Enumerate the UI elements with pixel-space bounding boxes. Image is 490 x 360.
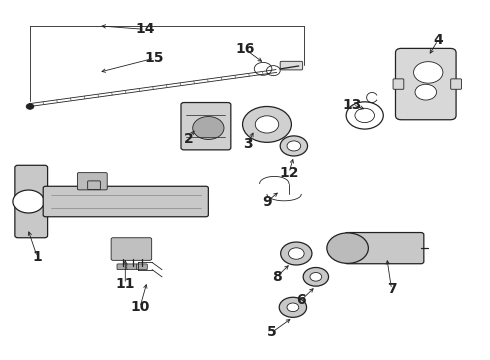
Text: 11: 11: [116, 277, 135, 291]
Text: 13: 13: [343, 98, 362, 112]
Circle shape: [255, 116, 279, 133]
Circle shape: [303, 267, 329, 286]
Text: 6: 6: [296, 293, 306, 307]
Circle shape: [327, 233, 368, 264]
Circle shape: [415, 84, 437, 100]
Circle shape: [287, 303, 299, 312]
Circle shape: [289, 248, 304, 259]
FancyBboxPatch shape: [451, 79, 462, 89]
FancyBboxPatch shape: [43, 186, 208, 217]
Circle shape: [287, 141, 301, 151]
FancyBboxPatch shape: [344, 233, 424, 264]
FancyBboxPatch shape: [395, 48, 456, 120]
FancyBboxPatch shape: [127, 264, 138, 270]
Text: 12: 12: [279, 166, 299, 180]
Circle shape: [279, 297, 307, 318]
Text: 14: 14: [135, 22, 154, 36]
FancyBboxPatch shape: [88, 181, 100, 189]
Text: 2: 2: [184, 132, 194, 146]
Text: 5: 5: [267, 325, 277, 339]
Circle shape: [414, 62, 443, 83]
Text: 10: 10: [130, 300, 149, 314]
FancyBboxPatch shape: [280, 61, 303, 70]
Circle shape: [26, 104, 34, 109]
FancyBboxPatch shape: [393, 79, 404, 89]
FancyBboxPatch shape: [111, 238, 152, 260]
Text: 3: 3: [243, 137, 252, 151]
Circle shape: [280, 136, 308, 156]
FancyBboxPatch shape: [181, 103, 231, 150]
Circle shape: [13, 190, 44, 213]
FancyBboxPatch shape: [77, 173, 107, 190]
Text: 1: 1: [32, 250, 42, 264]
Text: 9: 9: [262, 194, 272, 208]
FancyBboxPatch shape: [117, 264, 128, 270]
Circle shape: [193, 117, 224, 139]
Text: 7: 7: [387, 282, 396, 296]
Circle shape: [310, 273, 322, 281]
Circle shape: [281, 242, 312, 265]
FancyBboxPatch shape: [15, 165, 48, 238]
Text: 8: 8: [272, 270, 282, 284]
Text: 15: 15: [145, 51, 164, 65]
Circle shape: [243, 107, 292, 142]
FancyBboxPatch shape: [137, 264, 147, 270]
Text: 4: 4: [433, 33, 443, 47]
Text: 16: 16: [235, 42, 255, 56]
